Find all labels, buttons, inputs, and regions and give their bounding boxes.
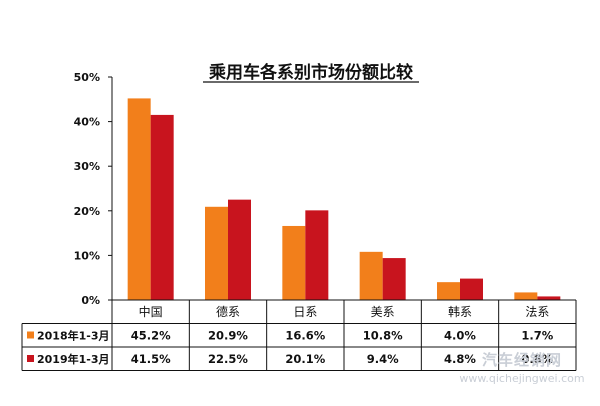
x-category-label: 中国 bbox=[139, 304, 163, 319]
data-label: 41.5% bbox=[131, 352, 171, 366]
legend-label: 2019年1-3月 bbox=[37, 352, 110, 366]
data-label: 4.8% bbox=[444, 352, 476, 366]
bar-series1 bbox=[127, 98, 151, 301]
bar-series2 bbox=[150, 114, 174, 300]
legend-swatch bbox=[27, 355, 34, 362]
bar-series2 bbox=[460, 278, 483, 300]
bar-series1 bbox=[282, 225, 306, 300]
data-label: 20.1% bbox=[285, 352, 325, 366]
bar-series2 bbox=[382, 258, 406, 300]
data-label: 4.0% bbox=[444, 329, 476, 343]
y-tick-label: 50% bbox=[74, 71, 100, 84]
data-label: 9.4% bbox=[367, 352, 399, 366]
bar-series1 bbox=[205, 206, 228, 300]
data-label: 10.8% bbox=[363, 329, 403, 343]
bar-series1 bbox=[514, 292, 538, 300]
data-table: 中国 德系 日系 美系 韩系 法系 2018年1-3月 45.2% 20.9% 16.6% 10.8… bbox=[21, 299, 577, 371]
data-label: 1.7% bbox=[521, 329, 553, 343]
watermark-url: www.qichejingwei.com bbox=[459, 372, 584, 385]
chart-title: 乘用车各系别市场份额比较 bbox=[208, 62, 413, 83]
x-category-label: 韩系 bbox=[448, 304, 472, 319]
y-tick-label: 40% bbox=[74, 116, 100, 129]
x-category-label: 日系 bbox=[293, 305, 317, 319]
bar-series1 bbox=[359, 251, 383, 300]
x-category-label: 德系 bbox=[216, 304, 240, 319]
y-tick-label: 20% bbox=[74, 205, 100, 218]
x-category-label: 法系 bbox=[525, 305, 549, 319]
bar-series2 bbox=[537, 296, 561, 300]
bar-series2 bbox=[305, 210, 329, 300]
data-label: 45.2% bbox=[131, 329, 171, 343]
data-label: 22.5% bbox=[208, 352, 248, 366]
x-category-label: 美系 bbox=[371, 305, 395, 319]
y-tick-label: 30% bbox=[74, 160, 100, 173]
watermark-brand: 汽车经销网 bbox=[482, 351, 562, 369]
legend-swatch bbox=[27, 331, 34, 339]
bar-series2 bbox=[228, 199, 251, 300]
legend-label: 2018年1-3月 bbox=[37, 329, 110, 343]
y-tick-label: 10% bbox=[74, 249, 100, 262]
data-label: 20.9% bbox=[208, 329, 248, 343]
y-tick-label: 0% bbox=[81, 294, 100, 307]
bars bbox=[127, 98, 561, 301]
data-label: 16.6% bbox=[285, 329, 325, 343]
bar-series1 bbox=[437, 282, 460, 300]
data-label: 0.8% bbox=[521, 352, 553, 366]
y-axis: 0% 10% 20% 30% 40% 50% bbox=[74, 71, 113, 307]
